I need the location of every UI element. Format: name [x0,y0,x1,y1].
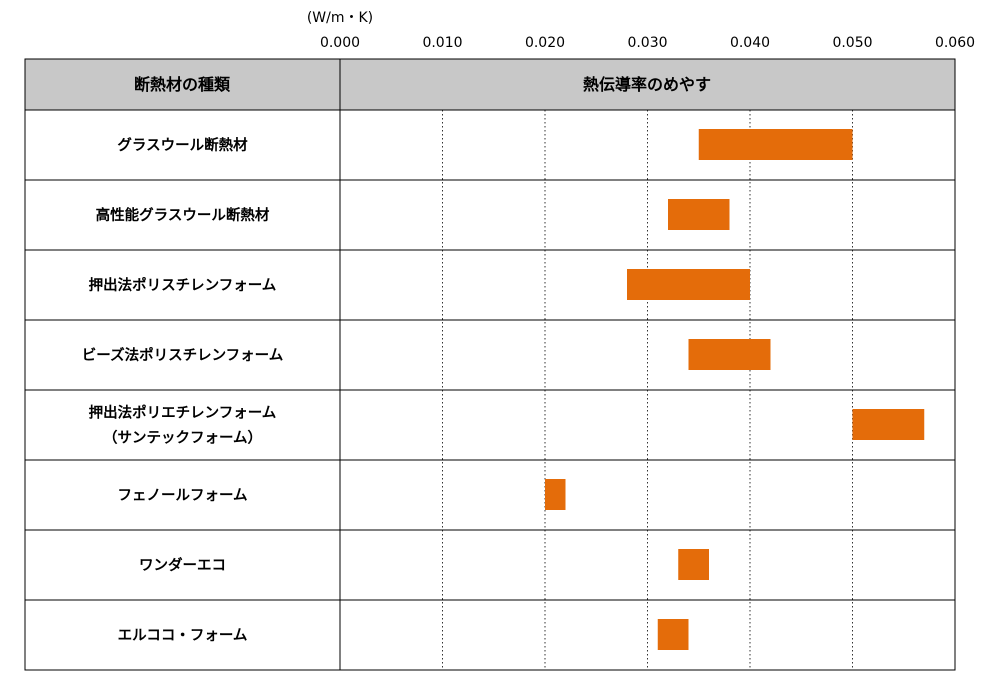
header-category: 断熱材の種類 [134,75,231,94]
category-label: ビーズ法ポリスチレンフォーム [82,346,283,364]
category-label: フェノールフォーム [117,488,247,504]
category-label: 高性能グラスウール断熱材 [96,206,270,224]
range-bar [678,549,709,580]
range-bar [627,269,750,300]
x-tick-label: 0.060 [935,35,975,51]
category-label: 押出法ポリエチレンフォーム [89,404,277,422]
bars [545,129,925,650]
x-axis-ticks: 0.000 0.010 0.020 0.030 0.040 0.050 0.060 [320,35,975,51]
x-tick-label: 0.040 [730,35,770,51]
range-bar [688,339,771,370]
x-tick-label: 0.000 [320,35,360,51]
range-bar [545,479,566,510]
range-bar [668,199,730,230]
category-label: （サンテックフォーム） [103,429,262,447]
table-frame [24,58,956,671]
x-tick-label: 0.030 [627,35,667,51]
x-tick-label: 0.050 [832,35,872,51]
x-tick-label: 0.010 [422,35,462,51]
header-background [25,59,955,110]
outer-border [24,58,956,671]
header-value: 熱伝導率のめやす [583,75,711,94]
range-bar [657,619,689,650]
category-label: ワンダーエコ [139,556,226,574]
x-tick-label: 0.020 [525,35,565,51]
category-label: 押出法ポリスチレンフォーム [89,276,277,294]
category-label: グラスウール断熱材 [117,136,248,154]
range-bar [698,129,853,160]
category-label: エルココ・フォーム [118,628,248,644]
range-bar [852,409,925,440]
category-labels: グラスウール断熱材高性能グラスウール断熱材押出法ポリスチレンフォームビーズ法ポリ… [82,136,283,644]
unit-label: (W/m・K) [307,10,373,26]
